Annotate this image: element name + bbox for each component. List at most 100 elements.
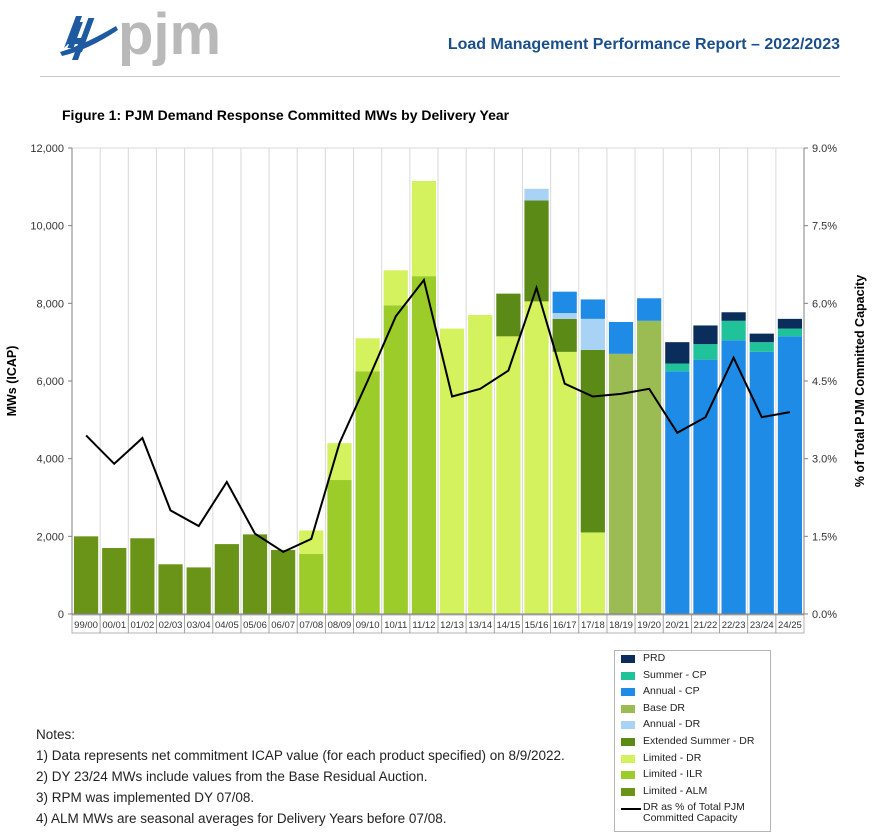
- legend-item-summer-cp: Summer - CP: [615, 668, 770, 685]
- pjm-logo-mark: [60, 16, 118, 60]
- chart-legend: PRD Summer - CP Annual - CP Base DR Annu…: [614, 650, 771, 832]
- legend-swatch-base-dr: [621, 704, 635, 713]
- bar-segment-prd: [721, 312, 746, 321]
- bar-segment-limited-alm: [102, 547, 127, 614]
- legend-swatch-limited-ilr: [621, 771, 635, 780]
- bar-segment-limited-dr: [299, 530, 324, 554]
- legend-label: Limited - ILR: [643, 768, 703, 781]
- bar-segment-limited-alm: [242, 534, 268, 614]
- bar-segment-extended-summer-dr: [580, 349, 605, 533]
- bar-segment-limited-ilr: [383, 305, 408, 614]
- bar-segment-limited-alm: [130, 538, 155, 614]
- chart-axes: [68, 147, 808, 615]
- legend-swatch-annual-dr: [621, 721, 635, 730]
- legend-swatch-prd: [621, 655, 635, 663]
- bar-segment-annual-cp: [608, 321, 634, 354]
- bar-segment-limited-alm: [214, 544, 239, 614]
- bar-segment-prd: [777, 318, 803, 329]
- legend-item-prd: PRD: [615, 651, 770, 668]
- y-tick-label: 2,000: [36, 531, 64, 543]
- bar-segment-summer-cp: [665, 363, 690, 372]
- bar-segment-prd: [693, 325, 718, 345]
- bar-segment-extended-summer-dr: [552, 318, 577, 352]
- x-tick-label: 24/25: [778, 620, 802, 631]
- chart-line-series: [85, 277, 791, 554]
- legend-label: Summer - CP: [643, 668, 707, 681]
- bar-segment-summer-cp: [749, 342, 774, 352]
- legend-swatch-limited-alm: [621, 787, 635, 796]
- dr-percent-line: [85, 277, 791, 554]
- bar-segment-limited-dr: [411, 181, 437, 277]
- y-tick-label: 10,000: [30, 221, 64, 233]
- legend-label: Annual - DR: [643, 718, 701, 731]
- bar-segment-base-dr: [637, 320, 662, 614]
- bar-segment-limited-dr: [439, 328, 465, 614]
- legend-swatch-extended-summer-dr: [621, 737, 635, 746]
- legend-label: Limited - ALM: [643, 784, 708, 797]
- legend-label: PRD: [643, 652, 666, 664]
- x-tick-label: 21/22: [694, 620, 718, 631]
- bar-segment-summer-cp: [721, 320, 746, 341]
- bar-segment-limited-dr: [496, 336, 521, 614]
- legend-swatch-limited-dr: [621, 754, 635, 763]
- pjm-logo: pjm: [60, 8, 221, 67]
- y-tick-label: 6,000: [36, 376, 64, 388]
- y2-tick-label: 4.5%: [812, 376, 837, 388]
- pjm-logo-text: pjm: [118, 8, 221, 67]
- bar-segment-limited-dr: [468, 314, 493, 614]
- x-tick-label: 11/12: [412, 620, 435, 631]
- chart-bars: [73, 181, 803, 614]
- x-tick-label: 09/10: [356, 620, 380, 631]
- bar-segment-annual-cp: [552, 291, 577, 314]
- bar-segment-limited-ilr: [327, 480, 352, 614]
- legend-label: Limited - DR: [643, 751, 702, 764]
- x-tick-label: 05/06: [243, 620, 267, 631]
- x-tick-label: 14/15: [496, 620, 520, 631]
- x-tick-label: 16/17: [553, 620, 577, 631]
- bar-segment-annual-dr: [580, 318, 605, 350]
- y2-tick-label: 6.0%: [812, 298, 837, 310]
- y-tick-label: 12,000: [30, 143, 64, 155]
- y2-tick-label: 9.0%: [812, 143, 837, 155]
- legend-item-annual-dr: Annual - DR: [615, 717, 770, 734]
- note-item: 1) Data represents net commitment ICAP v…: [36, 748, 565, 763]
- x-tick-label: 08/09: [328, 620, 352, 631]
- bar-segment-limited-dr: [524, 301, 549, 614]
- y-tick-label: 8,000: [36, 298, 64, 310]
- y2-axis-label: % of Total PJM Committed Capacity: [853, 275, 867, 487]
- bar-segment-limited-dr: [383, 270, 408, 306]
- y2-tick-label: 1.5%: [812, 531, 837, 543]
- bar-segment-limited-alm: [158, 564, 183, 614]
- y-tick-label: 0: [58, 609, 64, 621]
- legend-label: Annual - CP: [643, 685, 700, 698]
- x-tick-label: 02/03: [159, 620, 183, 631]
- x-tick-label: 23/24: [750, 620, 774, 631]
- bar-segment-annual-cp: [665, 371, 690, 614]
- figure-title: Figure 1: PJM Demand Response Committed …: [62, 107, 510, 123]
- note-item: 4) ALM MWs are seasonal averages for Del…: [36, 811, 447, 826]
- bar-segment-limited-dr: [355, 338, 380, 372]
- bar-segment-limited-dr: [552, 351, 577, 614]
- y2-tick-label: 3.0%: [812, 454, 837, 466]
- x-tick-label: 19/20: [637, 620, 661, 631]
- y-tick-label: 4,000: [36, 454, 64, 466]
- x-tick-label: 20/21: [665, 620, 689, 631]
- legend-item-limited-alm: Limited - ALM: [615, 784, 770, 801]
- bar-segment-extended-summer-dr: [524, 200, 549, 302]
- bar-segment-base-dr: [608, 353, 634, 614]
- bar-segment-extended-summer-dr: [496, 293, 521, 337]
- notes-section: Notes: 1) Data represents net commitment…: [36, 724, 565, 829]
- bar-segment-annual-dr: [524, 188, 549, 201]
- legend-label: DR as % of Total PJM Committed Capacity: [643, 801, 745, 825]
- legend-swatch-summer-cp: [621, 671, 635, 680]
- y2-tick-label: 7.5%: [812, 221, 837, 233]
- legend-item-annual-cp: Annual - CP: [615, 684, 770, 701]
- x-tick-label: 06/07: [271, 620, 295, 631]
- bar-segment-limited-ilr: [355, 371, 380, 614]
- x-tick-label: 99/00: [74, 620, 98, 631]
- bar-segment-annual-cp: [777, 336, 803, 614]
- bar-segment-annual-cp: [721, 340, 746, 614]
- bar-segment-prd: [665, 342, 690, 364]
- bar-segment-limited-ilr: [411, 276, 437, 614]
- header-divider: [40, 76, 840, 77]
